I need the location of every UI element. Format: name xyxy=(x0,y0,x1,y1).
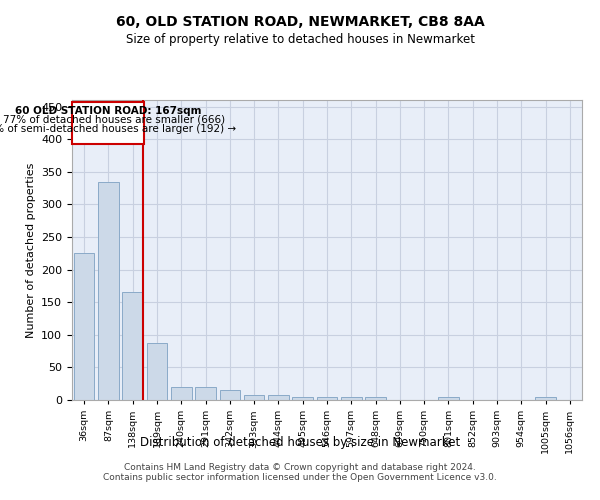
Bar xyxy=(317,396,337,400)
Text: Contains public sector information licensed under the Open Government Licence v3: Contains public sector information licen… xyxy=(103,474,497,482)
Text: Contains HM Land Registry data © Crown copyright and database right 2024.: Contains HM Land Registry data © Crown c… xyxy=(124,464,476,472)
Bar xyxy=(438,398,459,400)
Y-axis label: Number of detached properties: Number of detached properties xyxy=(26,162,35,338)
FancyBboxPatch shape xyxy=(73,102,145,144)
Bar xyxy=(341,396,362,400)
Bar xyxy=(268,396,289,400)
Bar xyxy=(171,387,191,400)
Text: 60, OLD STATION ROAD, NEWMARKET, CB8 8AA: 60, OLD STATION ROAD, NEWMARKET, CB8 8AA xyxy=(116,15,484,29)
Text: Size of property relative to detached houses in Newmarket: Size of property relative to detached ho… xyxy=(125,32,475,46)
Text: ← 77% of detached houses are smaller (666): ← 77% of detached houses are smaller (66… xyxy=(0,115,226,125)
Bar xyxy=(292,396,313,400)
Text: 60 OLD STATION ROAD: 167sqm: 60 OLD STATION ROAD: 167sqm xyxy=(15,106,202,116)
Bar xyxy=(195,387,216,400)
Bar xyxy=(365,398,386,400)
Bar xyxy=(220,390,240,400)
Bar xyxy=(146,344,167,400)
Bar xyxy=(122,292,143,400)
Bar xyxy=(535,398,556,400)
Bar xyxy=(244,396,265,400)
Text: Distribution of detached houses by size in Newmarket: Distribution of detached houses by size … xyxy=(140,436,460,449)
Bar xyxy=(98,182,119,400)
Bar xyxy=(74,254,94,400)
Text: 22% of semi-detached houses are larger (192) →: 22% of semi-detached houses are larger (… xyxy=(0,124,236,134)
